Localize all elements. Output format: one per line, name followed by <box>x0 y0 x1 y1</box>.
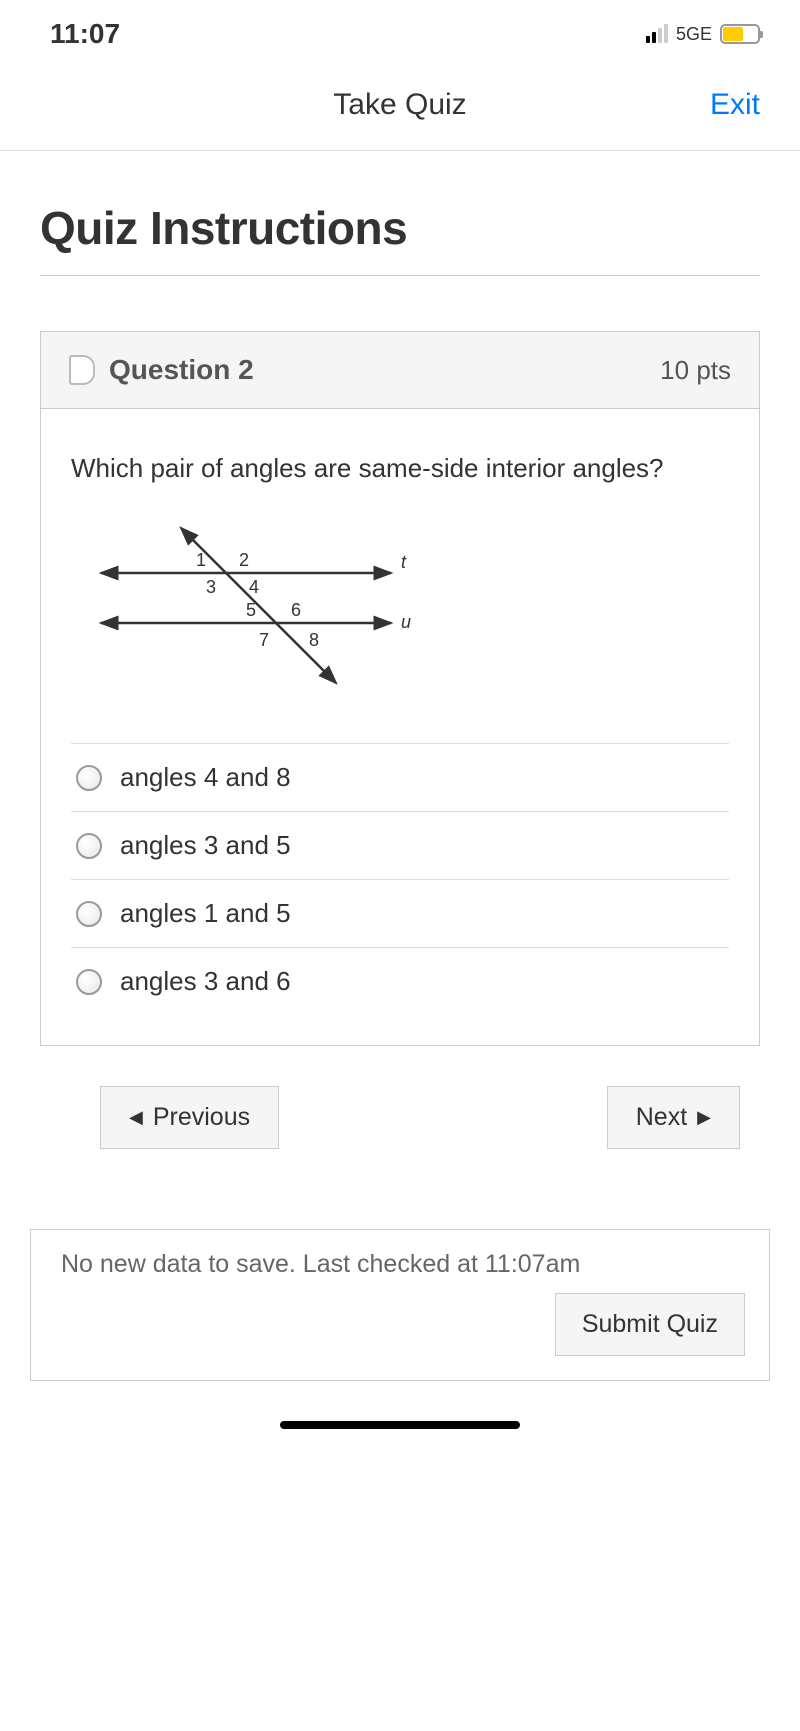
home-indicator[interactable] <box>280 1421 520 1429</box>
line-label-t: t <box>401 552 407 572</box>
flag-icon[interactable] <box>69 355 95 385</box>
angle-4: 4 <box>249 577 259 597</box>
status-right: 5GE <box>646 24 760 45</box>
option-label: angles 3 and 6 <box>120 966 291 997</box>
question-number: Question 2 <box>109 354 254 386</box>
network-label: 5GE <box>676 24 712 45</box>
nav-title: Take Quiz <box>333 88 466 122</box>
option-3[interactable]: angles 3 and 6 <box>71 947 729 1015</box>
option-label: angles 1 and 5 <box>120 898 291 929</box>
submit-quiz-button[interactable]: Submit Quiz <box>555 1293 745 1356</box>
next-button[interactable]: Next ▶ <box>607 1086 740 1149</box>
angle-1: 1 <box>196 550 206 570</box>
battery-level <box>723 27 743 41</box>
previous-label: Previous <box>153 1103 250 1132</box>
option-0[interactable]: angles 4 and 8 <box>71 743 729 811</box>
question-body: Which pair of angles are same-side inter… <box>41 409 759 1045</box>
question-text: Which pair of angles are same-side inter… <box>71 449 729 488</box>
option-1[interactable]: angles 3 and 5 <box>71 811 729 879</box>
question-points: 10 pts <box>660 355 731 386</box>
signal-icon <box>646 25 668 43</box>
radio-icon[interactable] <box>76 833 102 859</box>
options-list: angles 4 and 8 angles 3 and 5 angles 1 a… <box>71 743 729 1015</box>
status-time: 11:07 <box>50 18 120 50</box>
option-2[interactable]: angles 1 and 5 <box>71 879 729 947</box>
previous-button[interactable]: ◀ Previous <box>100 1086 279 1149</box>
main-content: Quiz Instructions Question 2 10 pts Whic… <box>0 151 800 1219</box>
next-label: Next <box>636 1103 687 1132</box>
save-status: No new data to save. Last checked at 11:… <box>61 1250 745 1279</box>
radio-icon[interactable] <box>76 901 102 927</box>
angle-2: 2 <box>239 550 249 570</box>
angle-3: 3 <box>206 577 216 597</box>
line-label-u: u <box>401 612 411 632</box>
radio-icon[interactable] <box>76 969 102 995</box>
arrow-left-icon: ◀ <box>129 1107 143 1128</box>
angle-5: 5 <box>246 600 256 620</box>
angles-diagram: t u 1 2 3 4 5 6 7 8 <box>81 518 729 703</box>
nav-header: Take Quiz Exit <box>0 60 800 151</box>
option-label: angles 3 and 5 <box>120 830 291 861</box>
arrow-right-icon: ▶ <box>697 1107 711 1128</box>
page-title: Quiz Instructions <box>40 201 760 276</box>
angle-7: 7 <box>259 630 269 650</box>
radio-icon[interactable] <box>76 765 102 791</box>
nav-buttons: ◀ Previous Next ▶ <box>40 1046 760 1189</box>
angle-8: 8 <box>309 630 319 650</box>
angle-6: 6 <box>291 600 301 620</box>
battery-icon <box>720 24 760 44</box>
exit-button[interactable]: Exit <box>710 88 760 122</box>
option-label: angles 4 and 8 <box>120 762 291 793</box>
question-card: Question 2 10 pts Which pair of angles a… <box>40 331 760 1046</box>
status-bar: 11:07 5GE <box>0 0 800 60</box>
footer-box: No new data to save. Last checked at 11:… <box>30 1229 770 1381</box>
question-header: Question 2 10 pts <box>41 332 759 409</box>
